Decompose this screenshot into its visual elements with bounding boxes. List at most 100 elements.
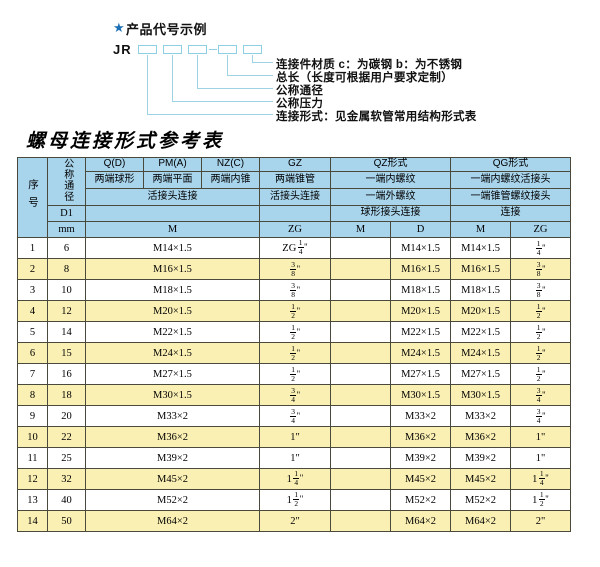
cell-thread-m: M36×2 <box>85 426 260 449</box>
cell-qg-m: M24×1.5 <box>450 342 512 365</box>
leader-line-h-5 <box>252 62 273 64</box>
header-sub-m: M <box>85 221 260 239</box>
header-nzc-desc: 两端内锥 <box>201 171 260 190</box>
cell-qg-zg: 3 8 " <box>510 258 572 281</box>
product-code-diagram: ★ 产品代号示例 JR 连接件材质 c：为碳钢 b：为不锈钢 总长（长度可根据用… <box>0 0 600 130</box>
cell-qz-m <box>330 510 391 533</box>
cell-qg-zg: 1 1 2 " <box>510 489 572 512</box>
cell-gz-zg: 1 2 " <box>259 300 331 323</box>
cell-nominal-diameter: 40 <box>47 489 86 512</box>
cell-qg-m: M30×1.5 <box>450 384 512 407</box>
header-group-nzc: NZ(C) <box>201 156 260 173</box>
cell-gz-zg: 1 1 4 " <box>259 468 331 491</box>
leader-line-h-2 <box>172 101 273 103</box>
nut-connection-spec-table: 序号 公称通径 Q(D) PM(A) NZ(C) GZ QZ形式 QG形式 两端… <box>17 156 572 533</box>
cell-seq: 9 <box>17 405 48 428</box>
annotation-total-length: 总长（长度可根据用户要求定制） <box>276 72 453 84</box>
header-group-qd: Q(D) <box>85 156 144 173</box>
cell-gz-zg: 1 1 2 " <box>259 489 331 512</box>
cell-seq: 1 <box>17 237 48 260</box>
table-row: 9 20 M33×2 3 4 " M33×2 M33×2 3 4 " <box>17 405 572 428</box>
header-sub-zg-qg: ZG <box>510 221 572 239</box>
cell-thread-m: M16×1.5 <box>85 258 260 281</box>
cell-qg-zg: 1" <box>510 426 572 449</box>
table-row: 11 25 M39×2 1" M39×2 M39×2 1" <box>17 447 572 470</box>
cell-gz-zg: 3 8 " <box>259 258 331 281</box>
cell-qz-m <box>330 300 391 323</box>
header-sub-m-qg: M <box>450 221 512 239</box>
cell-thread-m: M39×2 <box>85 447 260 470</box>
table-body: 1 6 M14×1.5 ZG 1 4 " M14×1.5 M14×1.5 1 4 " 2 8 M16×1.5… <box>17 237 572 533</box>
header-sub-zg-gz: ZG <box>259 221 331 239</box>
cell-qz-m <box>330 342 391 365</box>
header-qg-taper-thread: 一端锥管螺纹接头 <box>450 188 572 207</box>
cell-qg-zg: 3 4 " <box>510 384 572 407</box>
cell-gz-zg: 3 8 " <box>259 279 331 302</box>
cell-gz-zg: 1 2 " <box>259 321 331 344</box>
cell-seq: 2 <box>17 258 48 281</box>
leader-line-v-5 <box>252 55 254 63</box>
header-qg-desc: 一端内螺纹活接头 <box>450 171 572 190</box>
leader-line-h-3 <box>197 88 273 90</box>
cell-seq: 6 <box>17 342 48 365</box>
header-qg-connection: 连接 <box>450 205 572 223</box>
code-box-1 <box>138 45 157 54</box>
cell-nominal-diameter: 14 <box>47 321 86 344</box>
header-qz-ball-joint: 球形接头连接 <box>329 205 452 223</box>
table-row: 2 8 M16×1.5 3 8 " M16×1.5 M16×1.5 3 8 " <box>17 258 572 281</box>
cell-nominal-diameter: 10 <box>47 279 86 302</box>
cell-thread-m: M20×1.5 <box>85 300 260 323</box>
cell-qg-m: M16×1.5 <box>450 258 512 281</box>
header-d1: D1 <box>47 205 86 223</box>
cell-seq: 12 <box>17 468 48 491</box>
table-row: 6 15 M24×1.5 1 2 " M24×1.5 M24×1.5 1 2 " <box>17 342 572 365</box>
cell-qz-m <box>330 363 391 386</box>
annotation-connection-type: 连接形式：见金属软管常用结构形式表 <box>276 111 477 123</box>
cell-nominal-diameter: 12 <box>47 300 86 323</box>
cell-qz-d: M18×1.5 <box>389 279 452 302</box>
header-group-qz: QZ形式 <box>329 156 452 173</box>
cell-qz-m <box>330 237 391 260</box>
cell-qg-zg: 1 2 " <box>510 363 572 386</box>
cell-seq: 14 <box>17 510 48 533</box>
table-row: 4 12 M20×1.5 1 2 " M20×1.5 M20×1.5 1 2 " <box>17 300 572 323</box>
table-row: 1 6 M14×1.5 ZG 1 4 " M14×1.5 M14×1.5 1 4 " <box>17 237 572 260</box>
annotation-nominal-pressure: 公称压力 <box>276 98 324 110</box>
header-group-gz: GZ <box>259 156 331 173</box>
table-row: 10 22 M36×2 1" M36×2 M36×2 1" <box>17 426 572 449</box>
cell-seq: 4 <box>17 300 48 323</box>
leader-line-h-4 <box>227 75 273 77</box>
star-icon: ★ <box>113 20 125 35</box>
cell-qz-m <box>330 489 391 512</box>
cell-nominal-diameter: 8 <box>47 258 86 281</box>
table-row: 7 16 M27×1.5 1 2 " M27×1.5 M27×1.5 1 2 " <box>17 363 572 386</box>
cell-qz-m <box>330 384 391 407</box>
cell-qz-d: M27×1.5 <box>389 363 452 386</box>
cell-seq: 3 <box>17 279 48 302</box>
header-gz-union-connection: 活接头连接 <box>259 188 331 207</box>
cell-nominal-diameter: 32 <box>47 468 86 491</box>
cell-seq: 10 <box>17 426 48 449</box>
cell-qz-d: M20×1.5 <box>389 300 452 323</box>
cell-thread-m: M52×2 <box>85 489 260 512</box>
product-code-prefix: JR <box>113 42 132 57</box>
header-gz-desc: 两端锥管 <box>259 171 331 190</box>
cell-qg-zg: 1 2 " <box>510 321 572 344</box>
table-row: 5 14 M22×1.5 1 2 " M22×1.5 M22×1.5 1 2 " <box>17 321 572 344</box>
cell-qz-d: M52×2 <box>389 489 452 512</box>
table-row: 12 32 M45×2 1 1 4 " M45×2 M45×2 1 1 4 " <box>17 468 572 491</box>
cell-thread-m: M45×2 <box>85 468 260 491</box>
cell-gz-zg: 1 2 " <box>259 342 331 365</box>
code-separator-dash <box>209 49 217 51</box>
cell-qg-m: M36×2 <box>450 426 512 449</box>
cell-thread-m: M30×1.5 <box>85 384 260 407</box>
code-box-3 <box>188 45 207 54</box>
cell-qg-m: M20×1.5 <box>450 300 512 323</box>
cell-seq: 7 <box>17 363 48 386</box>
cell-seq: 5 <box>17 321 48 344</box>
cell-qg-zg: 1 1 4 " <box>510 468 572 491</box>
cell-qg-m: M27×1.5 <box>450 363 512 386</box>
cell-nominal-diameter: 6 <box>47 237 86 260</box>
header-qd-desc: 两端球形 <box>85 171 144 190</box>
table-row: 8 18 M30×1.5 3 4 " M30×1.5 M30×1.5 3 4 " <box>17 384 572 407</box>
